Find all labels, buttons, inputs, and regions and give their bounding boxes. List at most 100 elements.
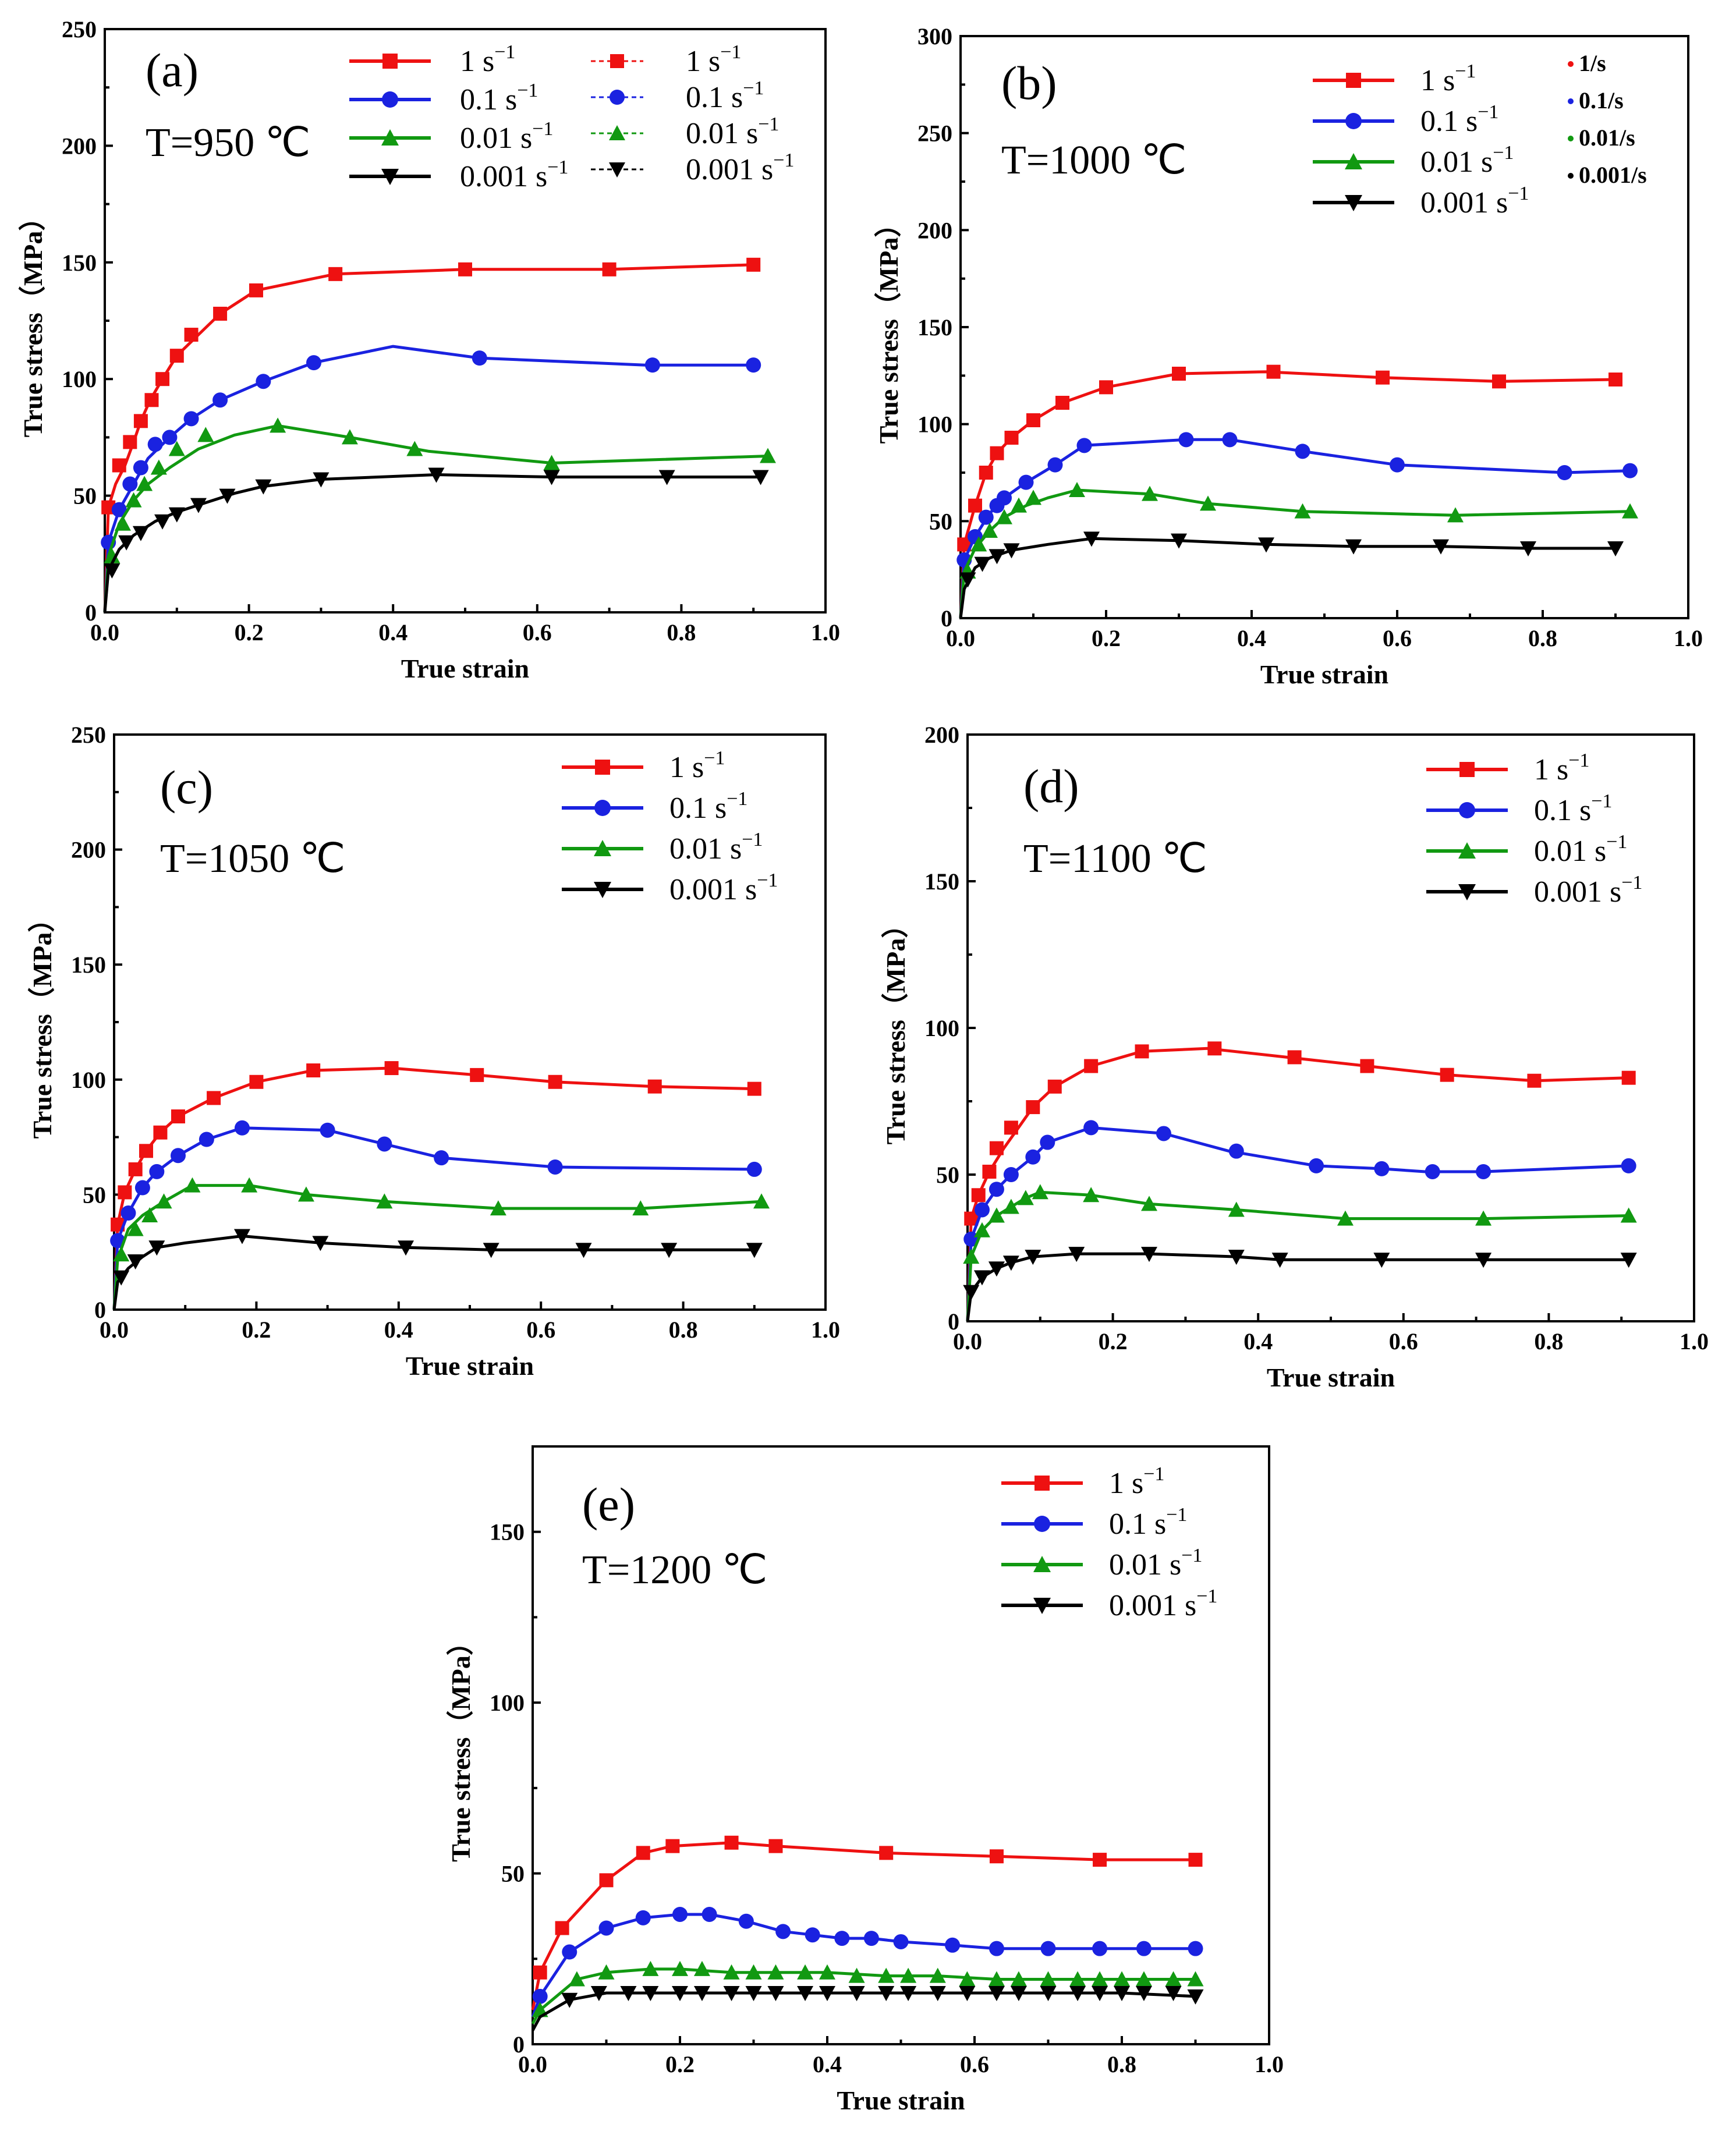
data-point-0p001s [658,470,675,485]
x-tick-label: 0.2 [1092,625,1121,651]
data-point-1s [1099,380,1113,395]
series-line-1s [103,263,754,613]
data-point-0p01s [127,1221,144,1236]
data-point-1s [155,372,170,386]
series-line-1s [531,1841,1196,2010]
data-point-0p001s [154,514,171,530]
data-point-1s [989,1141,1004,1155]
data-point-0p1s [738,1913,754,1929]
legend2-label-0p1s: 0.1 s−1 [686,77,764,114]
x-tick-label: 1.0 [1255,2051,1284,2077]
legend-marker-0p1s [1034,1516,1050,1532]
data-point-0p1s [1047,457,1063,473]
data-point-0p1s [133,460,148,476]
data-point-0p01s [1114,1971,1130,1987]
legend-marker-0p01s [381,129,399,146]
data-point-0p001s [989,549,1005,565]
data-point-0p001s [1040,1985,1057,2001]
data-point-0p1s [1557,465,1572,480]
data-point-0p1s [1188,1941,1203,1956]
x-tick-label: 0.8 [669,1317,698,1343]
data-point-0p1s [306,355,322,371]
legend-label-0p01s: 0.01 s−1 [1109,1545,1202,1581]
data-point-1s [971,1188,986,1203]
data-point-0p001s [1620,1253,1637,1268]
data-point-0p1s [1076,438,1092,453]
data-point-0p1s [1222,432,1238,448]
data-point-0p001s [745,1985,762,2001]
data-point-1s [1492,374,1506,389]
data-point-0p001s [233,1229,250,1244]
data-point-1s [128,1162,143,1176]
data-point-0p1s [1136,1941,1152,1956]
data-point-1s [548,1074,562,1089]
legend-label-0p01s: 0.01 s−1 [1420,142,1514,179]
data-point-0p001s [1520,541,1536,556]
data-point-0p01s [900,1967,917,1983]
data-point-1s [1004,431,1019,445]
data-point-0p001s [1165,1985,1182,2001]
data-point-0p01s [1142,485,1158,501]
x-axis-label: True strain [837,2086,965,2115]
data-point-1s [118,1185,132,1200]
data-point-0p001s [575,1243,592,1258]
series-line-0p01s [531,1967,1196,2024]
legend-small-label-1s: 1/s [1579,50,1606,76]
data-point-0p01s [988,1207,1005,1223]
y-tick-label: 0 [85,600,97,626]
data-point-0p01s [543,455,560,470]
data-point-1s [1093,1853,1107,1867]
data-point-0p001s [1171,533,1187,549]
legend-small-dot-0p1s [1568,98,1574,104]
data-point-0p001s [1092,1985,1108,2001]
legend-small-dot-1s [1568,61,1574,67]
data-point-0p001s [1373,1253,1390,1268]
data-point-1s [979,466,993,480]
series-line-0p01s [966,1190,1629,1322]
data-point-0p1s [805,1927,820,1943]
data-point-0p01s [270,417,286,433]
legend-marker-1s [382,54,398,69]
y-tick-label: 0 [94,1297,106,1323]
legend-label-1s: 1 s−1 [1109,1463,1164,1500]
x-axis-label: True strain [1260,659,1388,689]
legend-label-0p1s: 0.1 s−1 [1420,101,1498,138]
y-tick-label: 50 [501,1861,525,1887]
data-point-0p01s [297,1186,314,1202]
x-tick-label: 0.6 [960,2051,989,2077]
data-point-0p1s [377,1136,392,1152]
data-point-0p01s [723,1964,740,1980]
panel-d-chart: 0.0 0.2 0.4 0.6 0.8 1.0 0 50 100 150 200 True strai… [881,722,1709,1392]
series-line-0p001s [112,1235,754,1310]
data-point-0p1s [134,1180,150,1196]
data-point-0p001s [848,1985,865,2001]
x-tick-label: 0.8 [1534,1328,1563,1354]
data-point-1s [213,306,228,321]
x-tick-label: 0.4 [813,2051,842,2077]
data-point-0p01s [797,1964,814,1980]
data-point-1s [636,1846,650,1860]
temperature-label: T=1000 ℃ [1001,138,1186,183]
data-point-0p001s [973,1270,990,1286]
x-tick-label: 0.2 [235,619,264,646]
x-tick-label: 0.0 [946,625,975,651]
legend-label-0p001s: 0.001 s−1 [1109,1586,1217,1622]
data-point-1s [602,262,617,276]
data-point-1s [746,257,761,272]
series-line-0p01s [103,424,768,613]
series-line-0p001s [959,537,1615,619]
data-point-0p01s [184,1177,201,1193]
data-point-0p001s [1187,1989,1204,2005]
data-point-0p01s [1040,1971,1057,1987]
y-tick-label: 200 [62,133,97,159]
data-point-0p1s [121,1205,136,1221]
data-point-1s [207,1091,221,1105]
y-tick-label: 0 [513,2031,525,2058]
data-point-1s [249,1074,264,1089]
data-point-1s [328,267,343,281]
data-point-1s [724,1835,739,1850]
y-axis-label: True stress（MPa） [27,906,57,1139]
data-point-1s [533,1965,547,1980]
x-axis-label: True strain [1267,1363,1395,1392]
data-point-0p1s [644,357,660,373]
